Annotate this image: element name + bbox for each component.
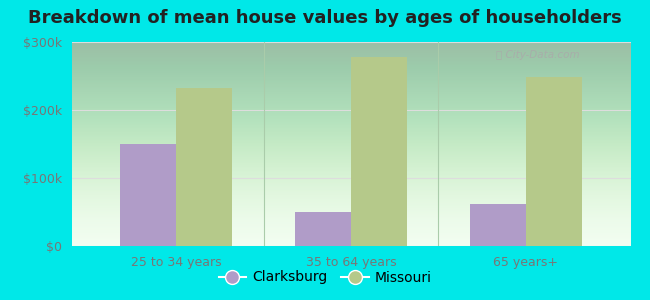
Legend: Clarksburg, Missouri: Clarksburg, Missouri — [213, 265, 437, 290]
Bar — [120, 144, 176, 246]
Bar — [526, 77, 582, 246]
Bar — [470, 204, 526, 246]
Bar — [176, 88, 232, 246]
Bar — [295, 212, 351, 246]
Text: Breakdown of mean house values by ages of householders: Breakdown of mean house values by ages o… — [28, 9, 622, 27]
Bar — [351, 57, 407, 246]
Text: ⓘ City-Data.com: ⓘ City-Data.com — [497, 50, 580, 60]
